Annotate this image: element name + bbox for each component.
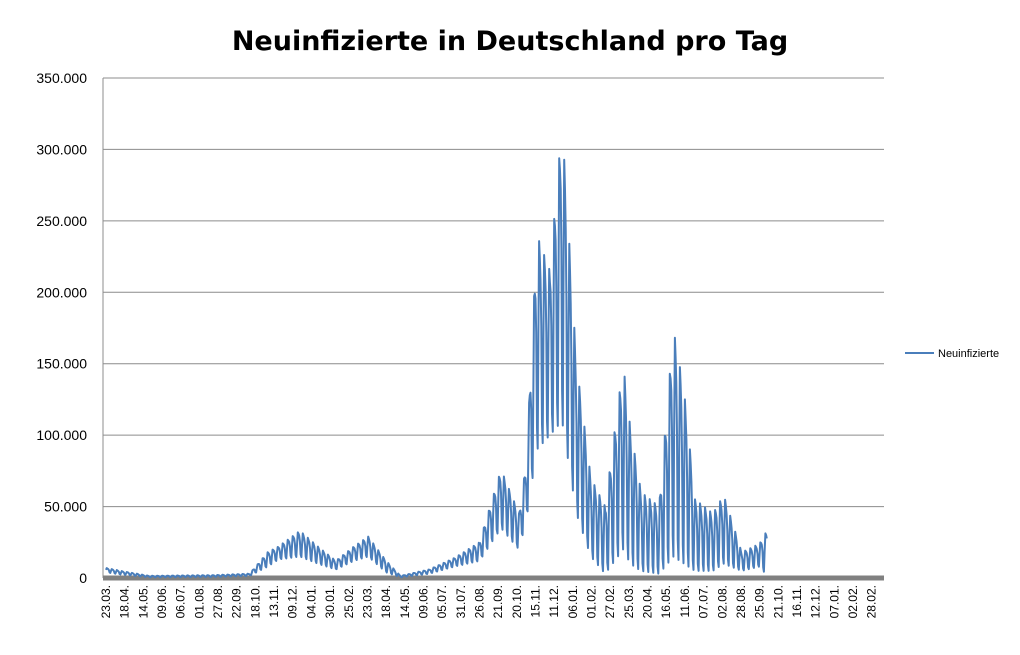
x-tick-label: 20.04. (641, 585, 655, 618)
x-tick-label: 26.08. (472, 585, 486, 618)
x-tick-label: 18.04. (118, 585, 132, 618)
x-tick-label: 04.01. (304, 585, 318, 618)
y-tick-label: 100.000 (36, 427, 87, 443)
x-tick-label: 13.11. (267, 585, 281, 617)
x-tick-label: 14.05. (136, 585, 150, 618)
x-tick-label: 11.12. (547, 585, 561, 617)
x-tick-label: 15.11. (529, 585, 543, 617)
x-tick-label: 09.06. (416, 585, 430, 618)
x-tick-label: 16.11. (790, 585, 804, 617)
x-tick-label: 02.02. (846, 585, 860, 618)
x-tick-label: 25.09. (753, 585, 767, 618)
x-tick-label: 07.07. (697, 585, 711, 618)
x-tick-label: 06.01. (566, 585, 580, 618)
x-tick-label: 18.10. (248, 585, 262, 618)
x-tick-label: 06.07. (174, 585, 188, 618)
x-tick-label: 25.03. (622, 585, 636, 618)
y-axis-tick-labels: 0 50.000 100.000 150.000 200.000 250.000 300.0… (36, 70, 87, 586)
y-tick-label: 250.000 (36, 213, 87, 229)
legend: Neuinfizierte (905, 348, 999, 360)
x-axis-tick-labels: 23.03. 18.04. 14.05. 09.06. 06.07. 01.08. 27.0… (99, 585, 879, 618)
plot-area (103, 157, 884, 581)
x-tick-label: 23.03. (99, 585, 113, 618)
x-tick-label: 18.04. (379, 585, 393, 618)
x-tick-label: 27.02. (603, 585, 617, 618)
x-tick-label: 09.12. (286, 585, 300, 618)
x-tick-label: 07.01. (827, 585, 841, 618)
x-tick-label: 16.05. (659, 585, 673, 618)
gridlines (103, 77, 884, 508)
x-tick-label: 23.03. (360, 585, 374, 618)
series-line-neuinfizierte (105, 157, 768, 579)
x-tick-label: 12.12. (809, 585, 823, 618)
x-tick-label: 21.09. (491, 585, 505, 618)
x-tick-label: 28.08. (734, 585, 748, 618)
y-tick-label: 200.000 (36, 284, 87, 300)
x-tick-label: 09.06. (155, 585, 169, 618)
x-tick-label: 11.06. (678, 585, 692, 617)
legend-label: Neuinfizierte (938, 348, 999, 360)
x-tick-label: 27.08. (211, 585, 225, 618)
y-tick-label: 150.000 (36, 356, 87, 372)
x-tick-label: 28.02. (865, 585, 879, 618)
x-tick-label: 30.01. (323, 585, 337, 618)
x-tick-label: 14.05. (398, 585, 412, 618)
y-tick-label: 300.000 (36, 141, 87, 157)
x-tick-label: 02.08. (715, 585, 729, 618)
x-tick-label: 05.07. (435, 585, 449, 618)
y-tick-label: 350.000 (36, 70, 87, 86)
x-tick-label: 01.02. (585, 585, 599, 618)
x-tick-label: 22.09. (230, 585, 244, 618)
y-tick-label: 50.000 (44, 499, 87, 515)
y-tick-label: 0 (79, 570, 87, 586)
x-tick-label: 31.07. (454, 585, 468, 618)
chart-title: Neuinfizierte in Deutschland pro Tag (232, 26, 788, 57)
x-tick-label: 21.10. (771, 585, 785, 618)
x-tick-label: 25.02. (342, 585, 356, 618)
x-tick-label: 01.08. (192, 585, 206, 618)
x-tick-label: 20.10. (510, 585, 524, 618)
